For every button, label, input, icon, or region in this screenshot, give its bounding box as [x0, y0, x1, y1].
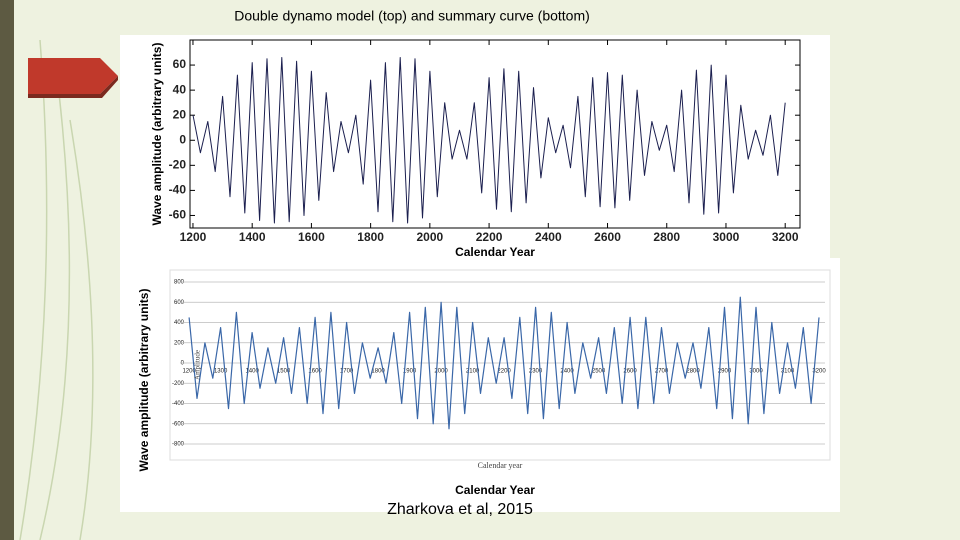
caption: Double dynamo model (top) and summary cu… — [234, 8, 590, 24]
y-tick-label: 600 — [174, 300, 185, 306]
x-tick-label: 2000 — [417, 230, 444, 244]
y-tick-label: 400 — [174, 320, 185, 326]
x-tick-label: 2200 — [497, 369, 511, 375]
y-axis-label: Wave amplitude (arbitrary units) — [150, 43, 164, 226]
arrow-shadow — [28, 76, 118, 98]
x-tick-label: 2600 — [594, 230, 621, 244]
x-tick-label: 1200 — [182, 369, 196, 375]
decor-curves — [19, 39, 94, 540]
y-tick-label: -20 — [169, 158, 187, 172]
data-line — [188, 296, 820, 430]
arrow-shape — [28, 58, 118, 94]
x-tick-label: 3000 — [749, 369, 763, 375]
side-bar — [0, 0, 14, 540]
y-tick-label: 40 — [173, 82, 187, 96]
bottom-inner-frame — [169, 269, 831, 461]
x-tick-label: 2600 — [623, 369, 637, 375]
y-tick-label: 60 — [173, 57, 187, 71]
y-tick-label: -400 — [172, 401, 185, 407]
x-tick-label: 1900 — [403, 369, 417, 375]
x-tick-label: 1200 — [180, 230, 207, 244]
y-tick-label: -800 — [172, 442, 185, 448]
x-axis-label: Calendar Year — [455, 245, 535, 259]
x-tick-label: 1400 — [245, 369, 259, 375]
x-tick-label: 2200 — [476, 230, 503, 244]
y-tick-label: -600 — [172, 421, 185, 427]
y-axis-label: Wave amplitude (arbitrary units) — [137, 289, 151, 472]
data-line — [192, 57, 786, 224]
y-tick-label: -200 — [172, 381, 185, 387]
x-axis-label: Calendar Year — [455, 483, 535, 497]
x-tick-label: 2700 — [655, 369, 669, 375]
x-tick-label: 3000 — [713, 230, 740, 244]
x-tick-label: 1800 — [371, 369, 385, 375]
x-tick-label: 2300 — [529, 369, 543, 375]
y-tick-label: 0 — [179, 132, 186, 146]
x-tick-label: 2400 — [535, 230, 562, 244]
x-tick-label: 1600 — [298, 230, 325, 244]
x-tick-label: 2800 — [686, 369, 700, 375]
y-tick-label: 20 — [173, 107, 187, 121]
x-tick-label: 2900 — [718, 369, 732, 375]
inner-y-label: Amplitude — [194, 350, 202, 380]
x-tick-label: 1400 — [239, 230, 266, 244]
y-tick-label: 200 — [174, 340, 185, 346]
x-tick-label: 2500 — [592, 369, 606, 375]
x-tick-label: 1800 — [357, 230, 384, 244]
x-tick-label: 2100 — [466, 369, 480, 375]
y-tick-label: 0 — [181, 361, 185, 367]
x-tick-label: 1600 — [308, 369, 322, 375]
x-tick-label: 1500 — [277, 369, 291, 375]
y-tick-label: -60 — [169, 208, 187, 222]
credit: Zharkova et al, 2015 — [387, 501, 533, 518]
x-tick-label: 3200 — [812, 369, 826, 375]
x-tick-label: 3200 — [772, 230, 799, 244]
inner-x-label: Calendar year — [478, 461, 523, 470]
x-tick-label: 3100 — [781, 369, 795, 375]
y-tick-label: -40 — [169, 183, 187, 197]
x-tick-label: 1700 — [340, 369, 354, 375]
y-tick-label: 800 — [174, 280, 185, 286]
x-tick-label: 2400 — [560, 369, 574, 375]
x-tick-label: 2800 — [653, 230, 680, 244]
x-tick-label: 1300 — [214, 369, 228, 375]
plot-frame — [189, 39, 801, 229]
x-tick-label: 2000 — [434, 369, 448, 375]
